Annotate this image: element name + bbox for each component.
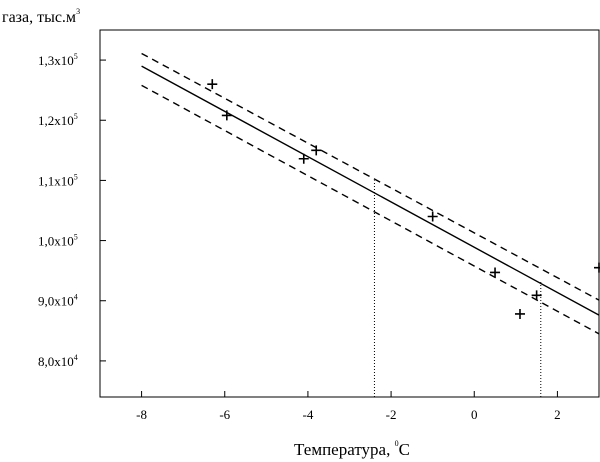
data-point bbox=[207, 79, 218, 90]
x-tick-label: -6 bbox=[219, 407, 230, 422]
x-axis-label-sup: 0 bbox=[395, 439, 399, 448]
y-axis-label: газа, тыс.м3 bbox=[2, 7, 80, 26]
y-tick-label: 8,0x104 bbox=[38, 353, 78, 369]
reference-lines bbox=[373, 180, 542, 397]
x-tick-label: -4 bbox=[302, 407, 313, 422]
x-tick-label: 0 bbox=[471, 407, 478, 422]
y-axis-label-sup: 3 bbox=[76, 7, 80, 16]
data-points bbox=[207, 79, 600, 319]
data-point bbox=[221, 110, 232, 121]
axis-ticks: -8 -6 -4 -2 0 2 8,0x104 9,0x104 1,0x105 1,1x105 1,… bbox=[38, 52, 561, 422]
y-tick-label: 9,0x104 bbox=[38, 293, 78, 309]
data-point bbox=[594, 262, 600, 273]
regression-line bbox=[141, 65, 600, 316]
x-tick-label: -2 bbox=[386, 407, 397, 422]
x-axis-label-suffix: C bbox=[399, 440, 410, 459]
y-tick-label: 1,0x105 bbox=[38, 233, 78, 249]
plot-frame bbox=[99, 29, 600, 398]
y-tick-label: 1,1x105 bbox=[38, 172, 78, 188]
data-point bbox=[298, 153, 309, 164]
data-point bbox=[490, 267, 501, 278]
data-point bbox=[531, 290, 542, 301]
data-point bbox=[514, 308, 525, 319]
y-axis-label-text: газа, тыс.м bbox=[2, 9, 76, 26]
y-tick-label: 1,3x105 bbox=[38, 52, 78, 68]
series-lines bbox=[141, 52, 600, 335]
upper-bound-line bbox=[141, 52, 600, 301]
x-axis-label: Температура, 0C bbox=[294, 439, 410, 459]
data-point bbox=[427, 211, 438, 222]
data-point bbox=[311, 145, 322, 156]
lower-bound-line bbox=[141, 84, 600, 335]
x-tick-label: -8 bbox=[136, 407, 147, 422]
x-axis-label-text: Температура, bbox=[294, 440, 395, 459]
y-tick-label: 1,2x105 bbox=[38, 112, 78, 128]
x-tick-label: 2 bbox=[554, 407, 561, 422]
